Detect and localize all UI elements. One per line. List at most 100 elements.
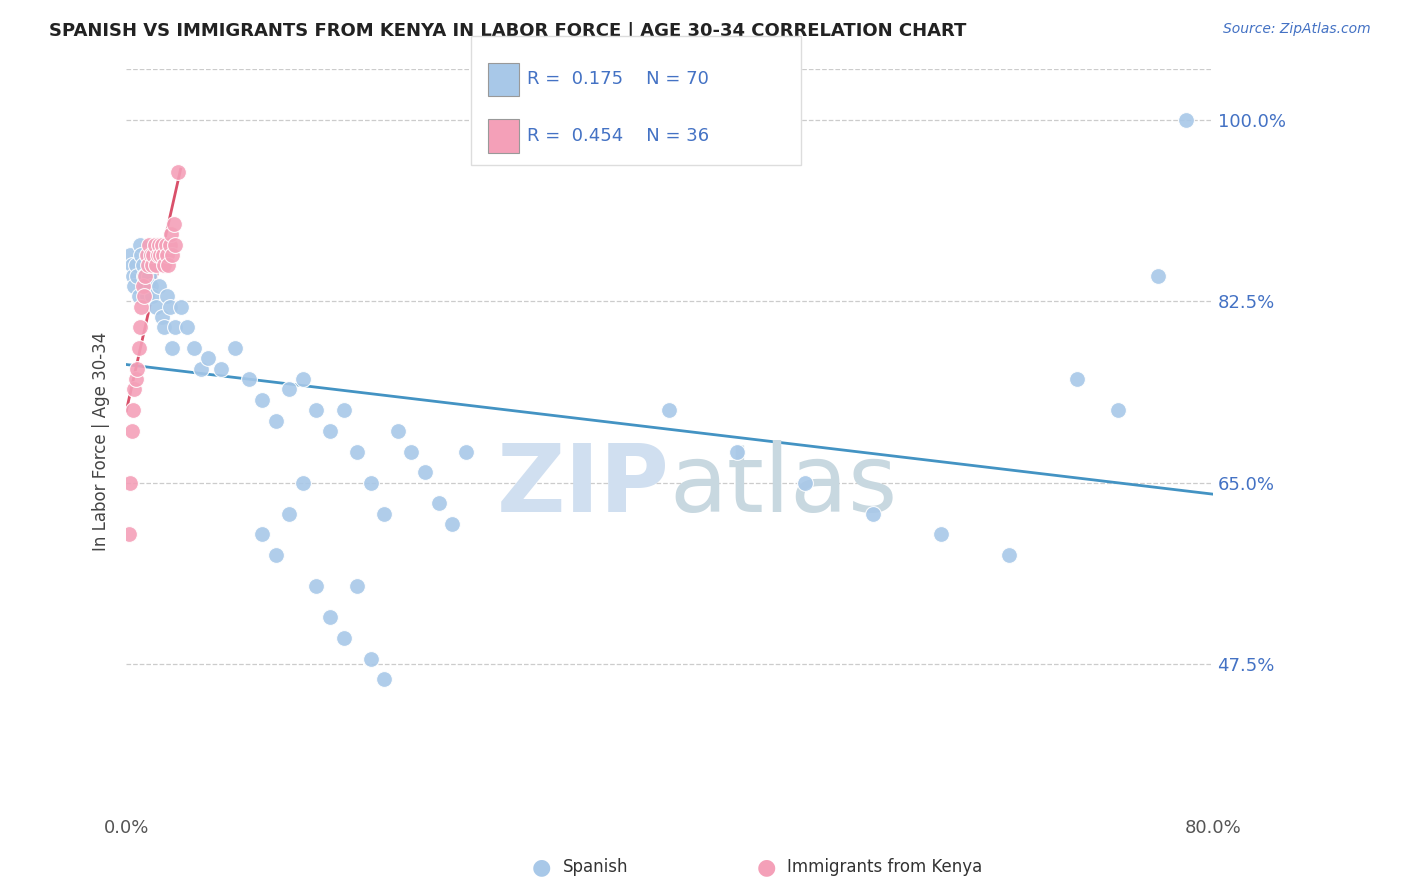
Point: [120, 475, 142, 490]
Point: [125, 258, 148, 272]
Point: [131, 279, 153, 293]
Point: [159, 237, 181, 252]
Point: [167, 165, 190, 179]
Point: [121, 424, 143, 438]
Point: [136, 258, 159, 272]
Point: [165, 320, 187, 334]
Point: [346, 579, 368, 593]
Point: [124, 279, 146, 293]
Point: [190, 361, 212, 376]
Point: [134, 268, 156, 283]
Point: [1066, 372, 1088, 386]
Point: [305, 403, 328, 417]
Point: [120, 248, 142, 262]
Point: [122, 268, 145, 283]
Point: [169, 300, 191, 314]
Point: [264, 548, 287, 562]
Point: [250, 392, 273, 407]
Point: [148, 279, 170, 293]
Point: [118, 527, 141, 541]
Y-axis label: In Labor Force | Age 30-34: In Labor Force | Age 30-34: [93, 332, 110, 551]
Point: [124, 383, 146, 397]
Point: [291, 475, 314, 490]
Text: SPANISH VS IMMIGRANTS FROM KENYA IN LABOR FORCE | AGE 30-34 CORRELATION CHART: SPANISH VS IMMIGRANTS FROM KENYA IN LABO…: [49, 22, 966, 40]
Point: [135, 289, 157, 303]
Point: [139, 279, 162, 293]
Text: R =  0.175    N = 70: R = 0.175 N = 70: [527, 70, 709, 88]
Text: ZIP: ZIP: [496, 440, 669, 532]
Point: [134, 279, 156, 293]
Point: [129, 300, 152, 314]
Point: [658, 403, 681, 417]
Point: [141, 289, 163, 303]
Point: [127, 268, 149, 283]
Point: [145, 300, 167, 314]
Point: [128, 237, 150, 252]
Point: [360, 651, 382, 665]
Point: [143, 237, 166, 252]
Point: [150, 237, 173, 252]
Point: [148, 237, 170, 252]
Point: [121, 258, 143, 272]
Point: [128, 289, 150, 303]
Point: [128, 320, 150, 334]
Point: [278, 383, 301, 397]
Point: [183, 341, 205, 355]
Point: [127, 361, 149, 376]
Point: [138, 268, 160, 283]
Point: [135, 248, 157, 262]
Point: [132, 268, 155, 283]
Point: [142, 258, 165, 272]
Point: [1107, 403, 1129, 417]
Point: [373, 673, 395, 687]
Point: [125, 372, 148, 386]
Point: [197, 351, 219, 366]
Point: [155, 237, 177, 252]
Point: [862, 507, 884, 521]
Point: [401, 444, 423, 458]
Point: [332, 631, 354, 645]
Point: [162, 248, 184, 262]
Point: [998, 548, 1021, 562]
Point: [264, 413, 287, 427]
Point: [146, 248, 169, 262]
Point: [1147, 268, 1170, 283]
Point: [156, 289, 179, 303]
Point: [152, 248, 174, 262]
Point: [291, 372, 314, 386]
Point: [150, 310, 173, 324]
Point: [157, 258, 180, 272]
Point: [1174, 113, 1197, 128]
Point: [139, 248, 162, 262]
Text: atlas: atlas: [669, 440, 898, 532]
Point: [387, 424, 409, 438]
Point: [427, 496, 450, 510]
Point: [138, 237, 160, 252]
Point: [278, 507, 301, 521]
Text: ●: ●: [531, 857, 551, 877]
Point: [153, 258, 176, 272]
Point: [163, 217, 186, 231]
Point: [725, 444, 748, 458]
Point: [319, 610, 342, 624]
Point: [128, 341, 150, 355]
Point: [250, 527, 273, 541]
Point: [129, 248, 152, 262]
Point: [142, 248, 165, 262]
Text: Source: ZipAtlas.com: Source: ZipAtlas.com: [1223, 22, 1371, 37]
Point: [136, 248, 159, 262]
Point: [346, 444, 368, 458]
Text: ●: ●: [756, 857, 776, 877]
Point: [332, 403, 354, 417]
Point: [145, 258, 167, 272]
Point: [454, 444, 477, 458]
Point: [122, 403, 145, 417]
Point: [360, 475, 382, 490]
Text: R =  0.454    N = 36: R = 0.454 N = 36: [527, 128, 710, 145]
Point: [149, 248, 172, 262]
Point: [224, 341, 246, 355]
Point: [153, 320, 176, 334]
Point: [319, 424, 342, 438]
Point: [305, 579, 328, 593]
Point: [441, 517, 464, 532]
